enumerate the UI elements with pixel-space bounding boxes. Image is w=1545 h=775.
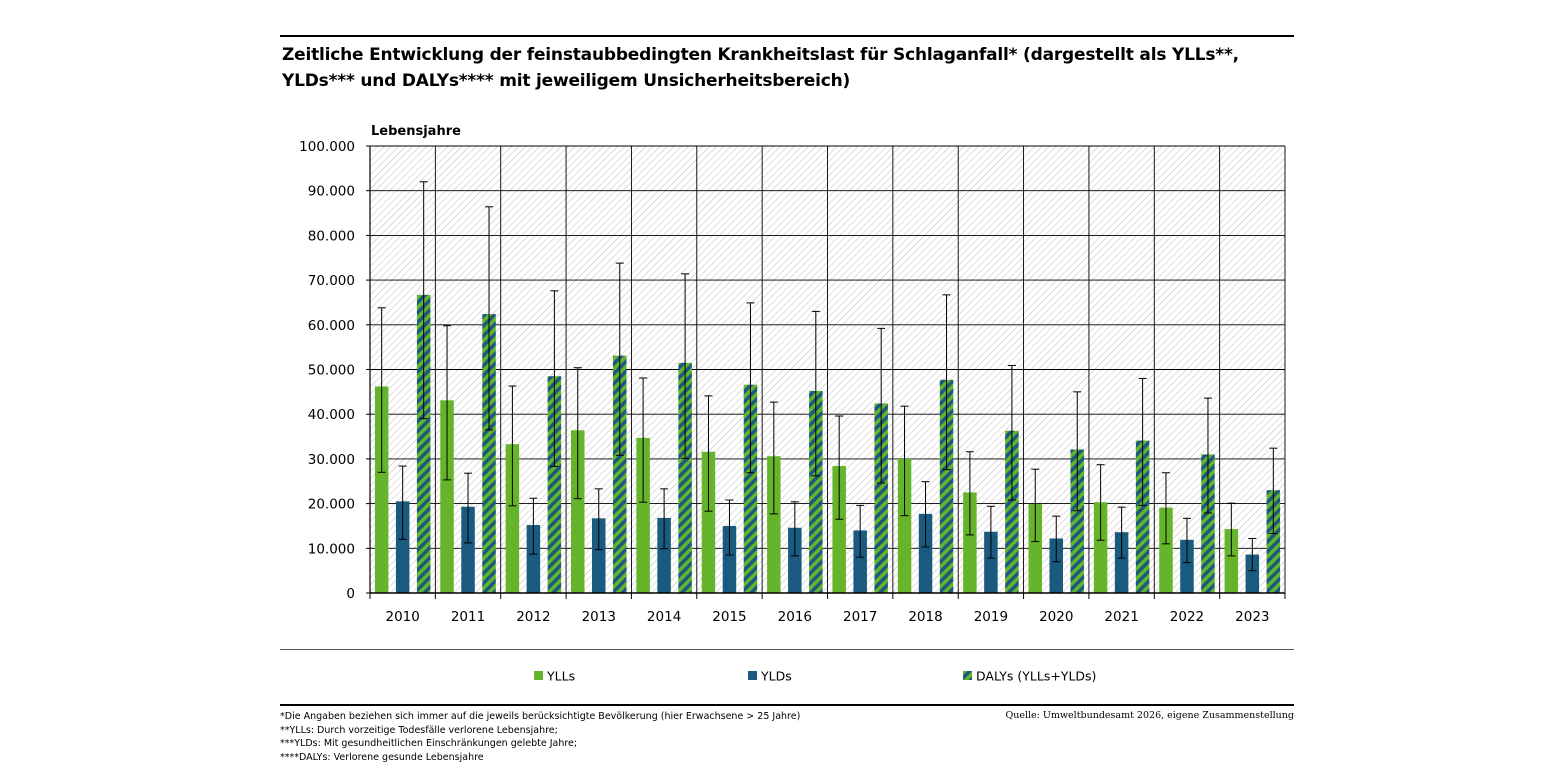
x-tick-label: 2012 (516, 609, 550, 625)
y-tick-label: 30.000 (308, 452, 355, 468)
bar-dalys (613, 355, 627, 593)
bar-ylds (1114, 532, 1129, 593)
bar-dalys (939, 379, 954, 593)
bar-ylls (636, 437, 650, 593)
source-note: Quelle: Umweltbundesamt 2026, eigene Zus… (1005, 710, 1294, 721)
chart-title: Zeitliche Entwicklung der feinstaubbedin… (282, 45, 1239, 91)
bar-ylls (374, 386, 389, 593)
bar-ylls (505, 444, 520, 593)
bar-ylls (897, 458, 912, 593)
y-tick-label: 70.000 (308, 273, 355, 289)
x-tick-label: 2017 (843, 609, 877, 625)
bar-dalys (809, 390, 823, 593)
x-tick-label: 2018 (908, 609, 942, 625)
bar-dalys (547, 376, 562, 593)
y-tick-label: 90.000 (308, 184, 355, 200)
bar-ylls (1159, 507, 1173, 593)
footnote-1: *Die Angaben beziehen sich immer auf die… (280, 711, 801, 722)
x-tick-label: 2023 (1235, 609, 1269, 625)
bar-ylls (767, 456, 781, 593)
bar-dalys (743, 384, 758, 593)
bar-ylds (592, 518, 606, 593)
bar-ylls (963, 492, 977, 593)
bar-dalys (1266, 490, 1281, 593)
bar-ylds (788, 527, 802, 593)
legend-swatch (963, 671, 972, 680)
footnotes: *Die Angaben beziehen sich immer auf die… (280, 710, 800, 764)
bar-ylds (722, 525, 737, 593)
bar-dalys (482, 314, 496, 593)
bar-ylds (984, 531, 998, 593)
legend-swatch (748, 671, 757, 680)
x-tick-label: 2015 (712, 609, 746, 625)
x-tick-label: 2022 (1170, 609, 1204, 625)
bar-ylls (1093, 502, 1108, 593)
bar-ylds (853, 530, 867, 593)
legend-top-rule (280, 649, 1294, 650)
bar-ylls (571, 430, 585, 593)
x-tick-label: 2020 (1039, 609, 1073, 625)
y-tick-label: 100.000 (299, 139, 355, 155)
y-tick-label: 10.000 (308, 541, 355, 557)
footnote-2: **YLLs: Durch vorzeitige Todesfälle verl… (280, 724, 558, 736)
bar-dalys (416, 294, 431, 593)
bar-ylls (440, 400, 454, 593)
y-tick-label: 80.000 (308, 228, 355, 244)
legend-label: YLLs (546, 669, 575, 684)
bar-ylds (1049, 538, 1063, 593)
bar-dalys (874, 403, 888, 593)
x-tick-label: 2011 (451, 609, 485, 625)
bar-ylds (918, 513, 933, 593)
bar-dalys (1201, 454, 1215, 593)
y-tick-label: 50.000 (308, 363, 355, 379)
bar-ylls (701, 451, 716, 593)
bar-ylds (1180, 539, 1194, 593)
bar-ylls (1028, 504, 1042, 593)
x-tick-label: 2014 (647, 609, 681, 625)
x-tick-label: 2021 (1104, 609, 1138, 625)
x-tick-label: 2013 (582, 609, 616, 625)
bar-dalys (1005, 430, 1019, 593)
top-rule (280, 35, 1294, 37)
bar-ylls (832, 466, 846, 593)
footnote-3: ***YLDs: Mit gesundheitlichen Einschränk… (280, 738, 578, 749)
footnote-4: ****DALYs: Verlorene gesunde Lebensjahre (280, 751, 484, 763)
bar-dalys (1070, 449, 1084, 593)
bar-dalys (1135, 440, 1150, 593)
y-tick-label: 20.000 (308, 497, 355, 513)
x-tick-label: 2016 (778, 609, 812, 625)
y-tick-label: 40.000 (308, 407, 355, 423)
legend-label: DALYs (YLLs+YLDs) (976, 669, 1096, 684)
bar-ylds (1245, 554, 1260, 593)
bar-ylds (395, 501, 410, 593)
legend-swatch (534, 671, 543, 680)
footer-rule (280, 704, 1294, 706)
y-axis-title: Lebensjahre (371, 124, 461, 139)
x-tick-label: 2010 (385, 609, 419, 625)
bar-ylds (657, 517, 671, 593)
bar-ylds (461, 506, 475, 593)
bar-ylds (526, 525, 541, 593)
y-tick-label: 60.000 (308, 318, 355, 334)
bar-dalys (678, 362, 692, 593)
x-tick-label: 2019 (974, 609, 1008, 625)
y-tick-label: 0 (346, 586, 355, 602)
legend-label: YLDs (760, 669, 792, 684)
bar-ylls (1224, 529, 1239, 593)
